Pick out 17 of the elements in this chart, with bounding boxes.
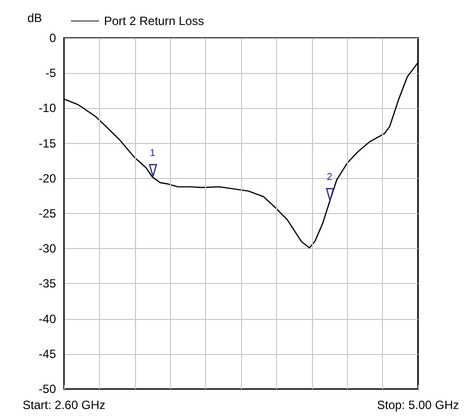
y-tick-label: -35: [38, 276, 56, 291]
y-tick-label: -15: [38, 136, 56, 150]
y-axis-title: dB: [27, 11, 42, 25]
y-tick-label: -25: [38, 206, 56, 220]
y-tick-label: -45: [38, 346, 56, 361]
annotation: 1: [150, 148, 156, 160]
y-tick-label: -40: [38, 312, 56, 326]
y-tick-label: -30: [38, 242, 56, 256]
legend-label: Port 2 Return Loss: [104, 14, 204, 28]
y-tick-label: 0: [49, 31, 56, 45]
annotation: 2: [326, 172, 332, 184]
y-tick-label: -10: [38, 101, 56, 116]
y-tick-label: -5: [45, 66, 56, 80]
x-tick-label: Start: 2.60 GHz: [22, 398, 106, 412]
y-tick-label: -50: [38, 382, 56, 396]
y-tick-label: -20: [38, 171, 56, 186]
x-tick-label: Stop: 5.00 GHz: [376, 398, 460, 412]
